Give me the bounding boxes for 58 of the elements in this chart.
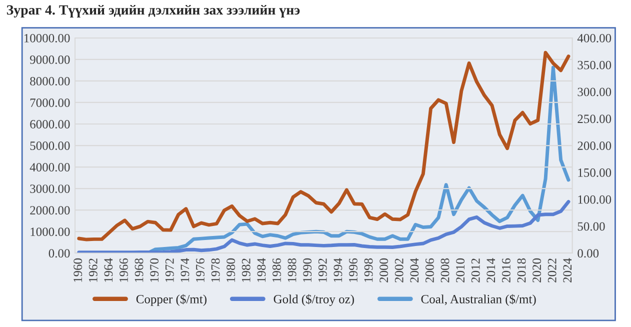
x-tick-label: 1980 (226, 258, 236, 282)
x-tick-label: 1992 (318, 258, 327, 282)
y-tick-label: 0.00 (48, 249, 70, 258)
y-tick-label: 8000.00 (30, 76, 70, 86)
x-tick-label: 1988 (288, 258, 296, 282)
legend-label: Coal, Australian ($/mt) (421, 294, 536, 306)
y2-tick-label: 150.00 (578, 168, 612, 177)
y2-tick-label: 50.00 (578, 222, 605, 231)
y-tick-label: 4000.00 (30, 163, 70, 172)
y2-tick-label: 400.00 (577, 34, 612, 42)
x-tick-label: 1964 (104, 258, 113, 282)
x-tick-label: 1960 (74, 258, 82, 282)
y-tick-label: 2000.00 (30, 206, 70, 215)
y2-tick-label: 200.00 (578, 142, 612, 150)
x-tick-label: 2016 (502, 258, 510, 282)
x-tick-label: 2006 (425, 258, 434, 282)
y-tick-label: 1000.00 (30, 228, 70, 236)
x-tick-label: 1984 (257, 258, 266, 282)
legend-label: Gold ($/troy oz) (274, 294, 354, 306)
x-tick-label: 1974 (180, 258, 190, 282)
x-tick-label: 1994 (334, 258, 342, 282)
x-tick-label: 2010 (456, 258, 465, 282)
x-tick-label: 1996 (349, 258, 358, 282)
y-tick-label: 6000.00 (30, 120, 70, 129)
chart-title: Зураг 4. Түүхий эдийн дэлхийн зах зээлийн үнэ (6, 4, 300, 18)
x-tick-label: 2002 (394, 258, 404, 282)
y2-tick-label: 250.00 (578, 114, 612, 124)
y-tick-label: 10000.00 (24, 34, 70, 42)
x-tick-label: 2024 (563, 258, 572, 282)
y2-tick-label: 100.00 (578, 195, 612, 204)
y-tick-label: 9000.00 (30, 55, 70, 64)
x-tick-label: 2008 (440, 258, 450, 282)
x-tick-label: 1976 (196, 258, 204, 282)
x-tick-label: 1968 (134, 258, 144, 282)
line-series (77, 200, 570, 254)
x-tick-label: 1998 (364, 258, 373, 282)
legend-label: Copper ($/mt) (136, 294, 206, 306)
x-tick-label: 1972 (165, 258, 174, 282)
y-tick-label: 5000.00 (30, 142, 70, 150)
x-tick-label: 2022 (548, 258, 556, 282)
x-tick-label: 1978 (211, 258, 220, 282)
x-tick-label: 1982 (242, 258, 250, 282)
y2-tick-label: 350.00 (578, 60, 612, 70)
x-tick-label: 1966 (120, 258, 128, 282)
x-tick-label: 1970 (150, 258, 159, 282)
y2-tick-label: 300.00 (578, 88, 612, 96)
y-tick-label: 3000.00 (30, 184, 70, 194)
x-tick-label: 2004 (410, 258, 419, 282)
x-tick-label: 1990 (303, 258, 312, 282)
x-tick-label: 2020 (532, 258, 542, 282)
x-tick-label: 1986 (272, 258, 281, 282)
x-tick-label: 2012 (471, 258, 480, 282)
y2-tick-label: 0.00 (578, 249, 599, 258)
x-tick-label: 2018 (517, 258, 526, 282)
x-tick-label: 1962 (88, 258, 98, 282)
y-tick-label: 7000.00 (30, 98, 70, 107)
x-tick-label: 2000 (380, 258, 388, 282)
x-tick-label: 2014 (486, 258, 496, 282)
